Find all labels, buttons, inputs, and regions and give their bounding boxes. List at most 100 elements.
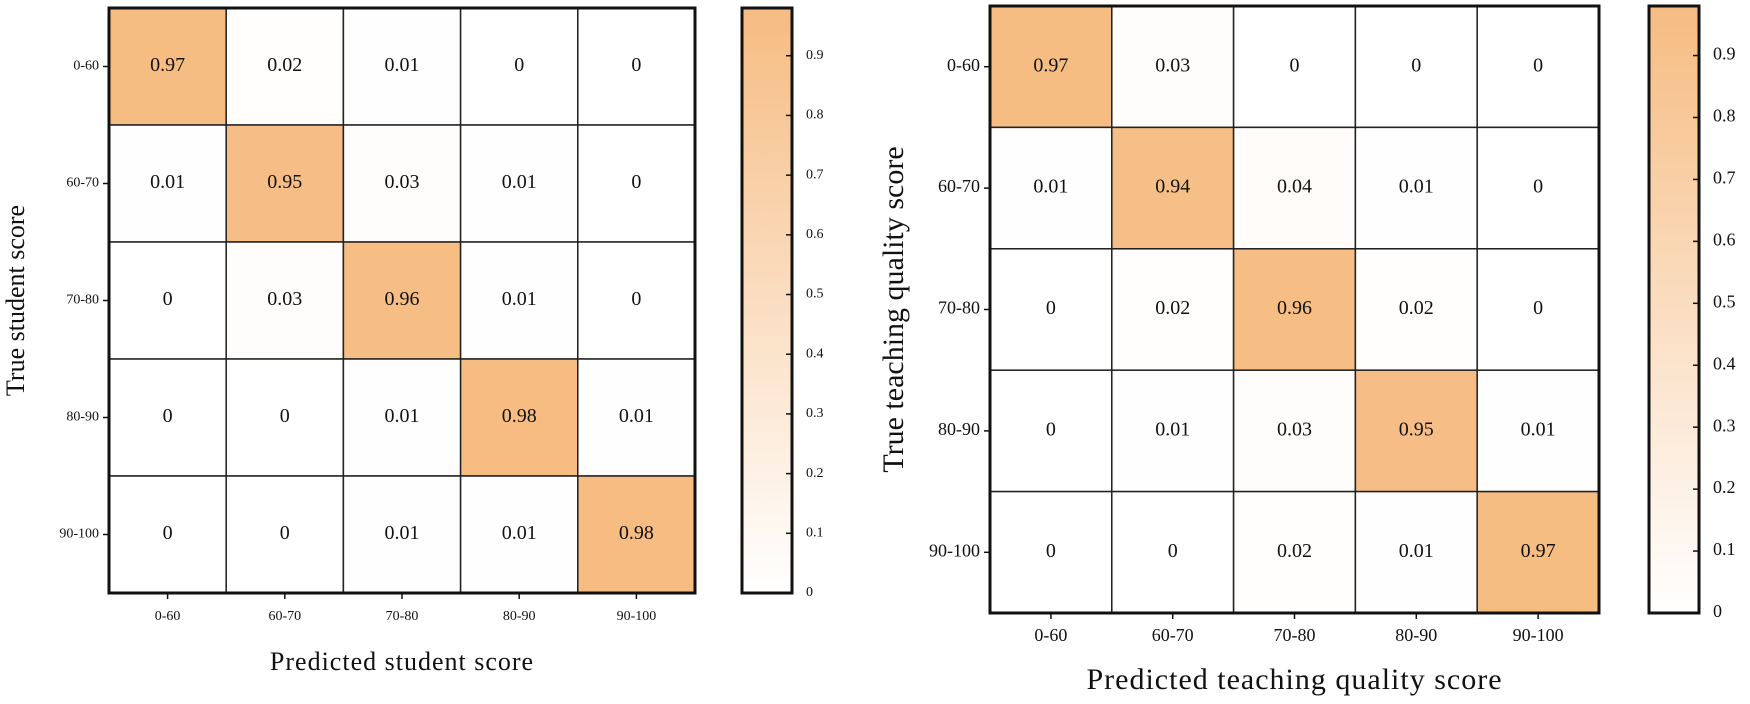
colorbar-tick-label: 0.3 xyxy=(806,406,824,421)
x-axis-label: Predicted teaching quality score xyxy=(1086,663,1502,696)
heatmap-cell xyxy=(1476,490,1600,614)
cell-label: 0.02 xyxy=(267,54,302,76)
colorbar-tick-label: 0.6 xyxy=(806,227,824,242)
x-tick-label: 80-90 xyxy=(1395,625,1437,645)
heatmap-cell xyxy=(1111,126,1235,250)
colorbar-tick-label: 0.2 xyxy=(806,466,824,481)
y-tick-label: 60-70 xyxy=(938,176,980,196)
colorbar-tick-label: 0.6 xyxy=(1713,229,1736,249)
heatmap-cell xyxy=(108,475,227,594)
cell-label: 0 xyxy=(1046,540,1056,562)
colorbar-tick-label: 0.8 xyxy=(1713,106,1736,126)
heatmap-cell xyxy=(989,248,1113,371)
colorbar-tick-label: 0.4 xyxy=(1713,353,1736,373)
heatmap-cell xyxy=(459,241,579,360)
heatmap-cell xyxy=(225,241,345,360)
heatmap-cell xyxy=(342,124,462,243)
heatmap-cell xyxy=(342,241,462,360)
cell-label: 0.03 xyxy=(267,288,302,310)
cell-label: 0 xyxy=(163,405,173,427)
cell-label: 0.03 xyxy=(1277,418,1312,440)
cell-label: 0.97 xyxy=(1033,54,1068,76)
y-tick-label: 0-60 xyxy=(73,59,99,74)
y-tick-label: 0-60 xyxy=(947,55,980,75)
cell-label: 0 xyxy=(163,288,173,310)
y-tick-label: 80-90 xyxy=(938,419,980,439)
heatmap-cell xyxy=(1354,490,1478,614)
cell-label: 0 xyxy=(514,54,524,76)
cell-label: 0.96 xyxy=(1277,297,1312,319)
cell-label: 0.95 xyxy=(267,171,302,193)
cell-label: 0.01 xyxy=(1399,176,1434,198)
cell-label: 0.97 xyxy=(150,54,185,76)
cell-label: 0 xyxy=(1046,297,1056,319)
colorbar-tick-label: 0.4 xyxy=(806,346,824,361)
heatmap-cell xyxy=(577,124,696,243)
heatmap-cell xyxy=(459,7,579,126)
cell-label: 0 xyxy=(1533,297,1543,319)
heatmap-cell xyxy=(1476,369,1600,493)
heatmap-cell xyxy=(1111,248,1235,371)
cell-label: 0.04 xyxy=(1277,176,1312,198)
cell-label: 0 xyxy=(631,288,641,310)
cell-label: 0.01 xyxy=(1155,418,1190,440)
cell-label: 0 xyxy=(1046,418,1056,440)
heatmap-cell xyxy=(225,475,345,594)
cell-label: 0 xyxy=(1533,54,1543,76)
x-tick-label: 0-60 xyxy=(1034,625,1067,645)
colorbar-tick-label: 0.9 xyxy=(806,48,824,63)
cell-label: 0.01 xyxy=(385,522,420,544)
heatmap-cell xyxy=(459,358,579,477)
cell-label: 0 xyxy=(280,522,290,544)
heatmap-cell xyxy=(577,358,696,477)
x-tick-label: 60-70 xyxy=(1152,625,1194,645)
colorbar-tick-label: 0.5 xyxy=(1713,291,1736,311)
cell-label: 0.01 xyxy=(502,288,537,310)
cell-label: 0 xyxy=(163,522,173,544)
heatmap-cell xyxy=(225,7,345,126)
heatmap-cell xyxy=(108,124,227,243)
heatmap-cell xyxy=(989,369,1113,493)
colorbar-tick-label: 0 xyxy=(806,585,813,600)
x-tick-label: 70-80 xyxy=(1274,625,1316,645)
heatmap-cell xyxy=(342,475,462,594)
colorbar xyxy=(740,6,794,595)
cell-label: 0.01 xyxy=(1521,418,1556,440)
cell-label: 0.02 xyxy=(1155,297,1190,319)
cell-label: 0.03 xyxy=(1155,54,1190,76)
cell-label: 0.01 xyxy=(502,171,537,193)
colorbar-tick-label: 0.3 xyxy=(1713,415,1736,435)
colorbar-tick-label: 0.5 xyxy=(806,287,824,302)
heatmap-cell xyxy=(1476,5,1600,129)
x-tick-label: 70-80 xyxy=(386,609,419,624)
colorbar-tick-label: 0.1 xyxy=(806,526,824,541)
cell-label: 0 xyxy=(1290,54,1300,76)
heatmap-cell xyxy=(1476,126,1600,250)
x-tick-label: 90-100 xyxy=(1513,625,1564,645)
cell-label: 0.01 xyxy=(502,522,537,544)
y-tick-label: 70-80 xyxy=(66,293,99,308)
colorbar-tick-label: 0.7 xyxy=(806,167,824,182)
cell-label: 0.97 xyxy=(1521,540,1556,562)
colorbar-tick-label: 0.8 xyxy=(806,108,824,123)
heatmap-cell xyxy=(1354,248,1478,371)
cell-label: 0.01 xyxy=(619,405,654,427)
y-axis-label: True student score xyxy=(1,205,30,396)
heatmap-cell xyxy=(108,7,227,126)
heatmap-cell xyxy=(989,126,1113,250)
colorbar-tick-label: 0.2 xyxy=(1713,477,1736,497)
heatmap-cell xyxy=(225,358,345,477)
cell-label: 0 xyxy=(1411,54,1421,76)
heatmap-cell xyxy=(577,475,696,594)
cell-label: 0.01 xyxy=(385,405,420,427)
cell-label: 0 xyxy=(631,54,641,76)
x-tick-label: 0-60 xyxy=(155,609,181,624)
heatmap-cell xyxy=(1354,369,1478,493)
cell-label: 0 xyxy=(631,171,641,193)
cell-label: 0.02 xyxy=(1277,540,1312,562)
heatmap-cell xyxy=(577,7,696,126)
cell-label: 0.98 xyxy=(502,405,537,427)
x-tick-label: 90-100 xyxy=(617,609,657,624)
y-tick-label: 90-100 xyxy=(929,540,980,560)
